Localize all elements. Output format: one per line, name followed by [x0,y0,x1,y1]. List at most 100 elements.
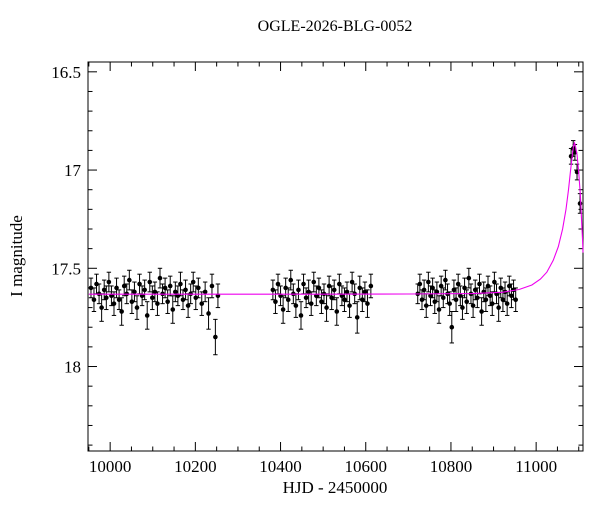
data-point [362,289,368,295]
y-axis-label: I magnitude [7,215,26,297]
data-point [183,287,188,293]
plot-area: 10000 10200 10400 10600 10800 11000 16.5 17 17.5… [51,61,584,476]
data-point [273,299,278,304]
data-point [492,279,497,285]
data-point [329,295,334,301]
data-point [311,279,317,285]
data-point [137,281,142,287]
data-point [101,287,107,293]
data-point [354,315,360,320]
data-point [513,297,518,303]
data-point [293,303,299,308]
data-point [185,303,191,308]
data-point [308,301,314,306]
data-point [296,287,301,293]
data-point [106,279,112,285]
data-points [88,140,583,356]
data-point [460,305,465,310]
data-point [344,289,350,295]
data-point [449,324,455,330]
data-point [455,281,461,287]
x-tick-label: 10600 [344,457,387,476]
plot-frame [87,61,584,452]
data-point [500,297,506,303]
data-point [430,285,435,291]
data-point [170,307,176,312]
data-point [423,303,429,308]
data-point [417,281,423,287]
data-point [162,285,168,291]
data-point [331,287,337,293]
data-point [368,283,374,289]
data-point [472,287,478,293]
data-point [196,285,201,291]
data-point [347,303,352,308]
data-point [475,295,480,301]
data-point [144,313,150,318]
data-point [190,279,196,285]
data-point [152,289,158,295]
data-point [428,293,433,299]
data-point [316,285,322,291]
data-point [111,301,117,306]
data-point [301,281,306,287]
data-point [337,281,342,287]
data-point [206,311,211,316]
data-point [507,283,512,289]
data-point [119,309,124,314]
data-point [193,295,199,301]
data-point [127,277,132,283]
data-point [496,305,501,310]
data-point [483,297,489,303]
data-point [326,283,332,289]
data-point [280,307,286,312]
data-point [147,279,153,285]
data-point [121,283,127,289]
chart-title: OGLE-2026-BLG-0052 [258,18,413,35]
data-point [99,305,104,310]
data-point [173,289,178,295]
data-point [150,295,155,301]
data-point [334,309,340,314]
x-axis-label: HJD - 2450000 [283,478,388,497]
model-curve [88,141,584,295]
data-point [306,289,311,295]
data-point [447,301,452,306]
data-point [155,301,160,306]
data-point [464,299,470,304]
data-point [477,281,482,287]
data-point [438,283,444,289]
data-point [319,299,324,304]
data-point [349,279,355,285]
data-point [275,281,281,287]
data-point [199,301,205,306]
x-tick-label: 10000 [89,457,132,476]
data-point [443,277,448,283]
y-tick-label: 16.5 [51,63,81,82]
data-point [434,289,440,295]
data-point [436,307,442,312]
data-point [178,281,183,287]
x-tick-label: 10800 [430,457,473,476]
axis-ticks [88,62,583,451]
data-point [202,289,208,295]
data-point [288,277,294,283]
data-point [88,285,94,291]
data-point [453,297,459,303]
data-point [114,285,119,291]
data-point [91,297,97,303]
data-point [213,334,218,340]
data-point [303,295,309,301]
data-point [487,293,493,299]
data-point [577,201,583,206]
data-point [116,297,122,303]
x-tick-label: 11000 [515,457,557,476]
data-point [134,305,140,310]
data-point [466,275,472,281]
data-point [142,287,147,293]
data-point [509,293,514,299]
data-point [165,299,170,304]
x-tick-label: 10400 [259,457,302,476]
